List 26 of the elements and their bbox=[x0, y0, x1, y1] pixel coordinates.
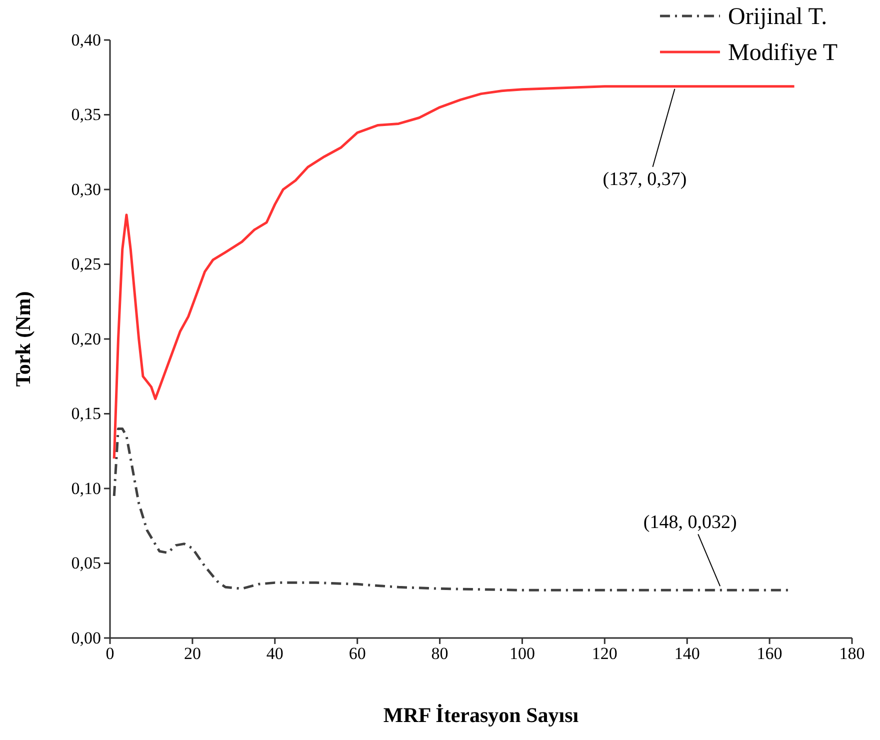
y-axis-title: Tork (Nm) bbox=[11, 291, 35, 387]
x-tick-label: 100 bbox=[509, 644, 535, 664]
x-tick-label: 160 bbox=[756, 644, 782, 664]
legend-label: Orijinal T. bbox=[728, 4, 828, 30]
y-tick-label: 0,30 bbox=[71, 180, 101, 199]
x-axis-title: MRF İterasyon Sayısı bbox=[383, 703, 579, 727]
y-tick-label: 0,25 bbox=[71, 254, 101, 274]
x-tick-label: 40 bbox=[266, 644, 284, 664]
annotation: (137, 0,37) bbox=[602, 168, 687, 190]
y-tick-label: 0,05 bbox=[71, 554, 101, 573]
x-tick-label: 80 bbox=[431, 644, 448, 664]
y-tick-label: 0,10 bbox=[71, 478, 101, 498]
annotation: (148, 0,032) bbox=[643, 512, 737, 534]
y-tick-label: 0,00 bbox=[71, 628, 101, 648]
x-tick-label: 140 bbox=[674, 644, 700, 664]
x-tick-label: 120 bbox=[592, 644, 618, 664]
x-tick-label: 60 bbox=[348, 644, 366, 664]
y-tick-label: 0,15 bbox=[71, 404, 101, 424]
y-tick-label: 0,35 bbox=[71, 105, 101, 124]
line-series bbox=[112, 85, 796, 460]
y-tick-label: 0,40 bbox=[71, 30, 101, 50]
legend-label: Modifiye T bbox=[728, 40, 838, 66]
x-tick-label: 180 bbox=[839, 644, 865, 664]
x-tick-label: 20 bbox=[184, 644, 201, 664]
y-tick-label: 0,20 bbox=[71, 329, 101, 348]
x-tick-label: 0 bbox=[106, 644, 114, 664]
